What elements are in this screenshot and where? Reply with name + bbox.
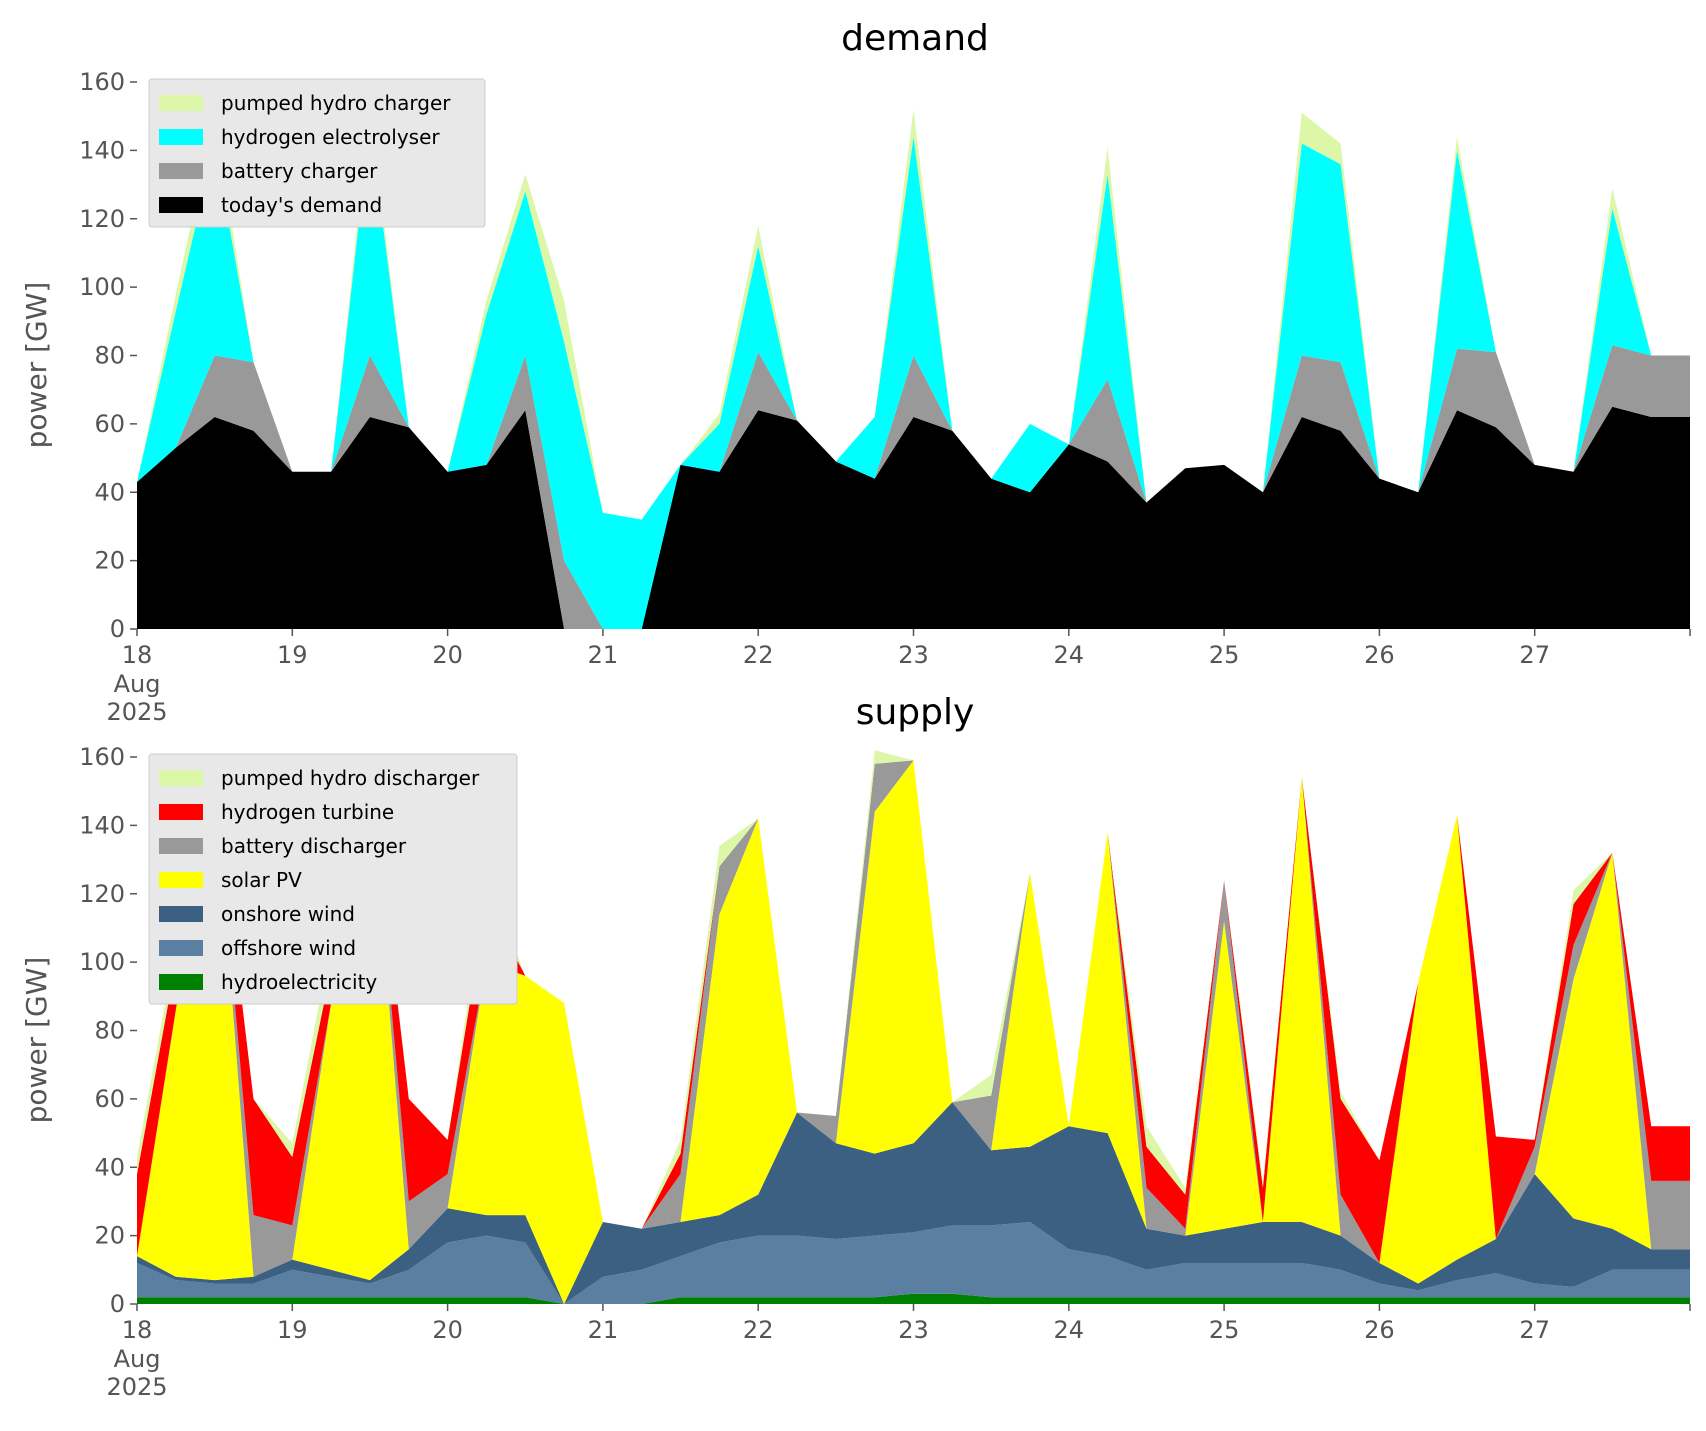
x-tick-label: 22: [743, 641, 774, 669]
legend-swatch: [159, 95, 203, 111]
x-tick-label: 25: [1209, 1316, 1240, 1344]
x-tick-year: 2025: [106, 1373, 167, 1401]
area-layer: [137, 750, 1690, 1304]
y-tick-label: 100: [79, 273, 125, 301]
x-tick-label: 21: [588, 1316, 619, 1344]
y-tick-label: 40: [94, 478, 125, 506]
x-tick-month: Aug: [114, 1345, 161, 1373]
x-tick-label: 19: [277, 1316, 308, 1344]
legend-entry: offshore wind: [221, 936, 356, 960]
x-tick-label: 26: [1364, 641, 1395, 669]
y-tick-label: 140: [79, 811, 125, 839]
x-tick-year: 2025: [106, 698, 167, 726]
x-tick-label: 24: [1054, 1316, 1085, 1344]
legend-entry: pumped hydro discharger: [221, 766, 480, 790]
area-offshore-wind: [137, 1222, 1690, 1304]
y-tick-label: 60: [94, 410, 125, 438]
x-tick-label: 21: [588, 641, 619, 669]
y-axis-label: power [GW]: [20, 282, 53, 449]
y-tick-label: 0: [110, 1290, 125, 1318]
x-tick-label: 22: [743, 1316, 774, 1344]
legend-swatch: [159, 197, 203, 213]
y-tick-label: 120: [79, 205, 125, 233]
x-tick-label: 18: [122, 641, 153, 669]
y-axis-label: power [GW]: [20, 957, 53, 1124]
legend: pumped hydro charger hydrogen electrolyse…: [148, 78, 486, 228]
y-tick-label: 20: [94, 1222, 125, 1250]
legend-swatch: [159, 129, 203, 145]
x-tick-label: 18: [122, 1316, 153, 1344]
x-tick-label: 23: [898, 1316, 929, 1344]
y-tick-label: 80: [94, 1017, 125, 1045]
legend-entry: today's demand: [221, 193, 382, 217]
area-today-s-demand: [137, 406, 1690, 629]
y-tick-label: 140: [79, 136, 125, 164]
legend-entry: hydrogen turbine: [221, 800, 394, 824]
legend-swatch: [159, 770, 203, 786]
y-tick-label: 20: [94, 547, 125, 575]
y-tick-label: 160: [79, 743, 125, 771]
legend-swatch: [159, 940, 203, 956]
legend-box: [148, 753, 518, 1005]
area-hydrogen-electrolyser: [137, 123, 1690, 629]
legend-swatch: [159, 838, 203, 854]
area-hydroelectricity: [137, 1293, 1690, 1304]
x-tick-label: 25: [1209, 641, 1240, 669]
x-tick-month: Aug: [114, 670, 161, 698]
legend-entry: battery discharger: [221, 834, 407, 858]
legend-swatch: [159, 906, 203, 922]
area-battery-charger: [137, 345, 1690, 629]
legend-swatch: [159, 872, 203, 888]
y-tick-label: 80: [94, 342, 125, 370]
chart-title: demand: [841, 18, 989, 59]
y-tick-label: 160: [79, 68, 125, 96]
legend-box: [148, 78, 486, 228]
area-hydrogen-turbine: [137, 760, 1690, 1263]
legend-swatch: [159, 804, 203, 820]
x-tick-label: 19: [277, 641, 308, 669]
legend-entry: hydroelectricity: [221, 970, 377, 994]
legend-swatch: [159, 163, 203, 179]
legend-entry: battery charger: [221, 159, 378, 183]
demand-chart: demand power [GW] 0 20 40 60 80 100 120 140 160 1…: [20, 18, 1691, 726]
x-tick-label: 20: [432, 1316, 463, 1344]
legend-entry: hydrogen electrolyser: [221, 125, 440, 149]
legend-swatch: [159, 974, 203, 990]
y-tick-label: 40: [94, 1153, 125, 1181]
supply-chart: supply power [GW] 0 20 40 60 80 100 120 140 160 1…: [20, 692, 1691, 1401]
y-tick-label: 60: [94, 1085, 125, 1113]
legend-entry: solar PV: [221, 868, 302, 892]
area-onshore-wind: [137, 1102, 1690, 1304]
area-solar-pv: [137, 760, 1690, 1304]
legend-entry: onshore wind: [221, 902, 355, 926]
x-tick-label: 27: [1519, 1316, 1550, 1344]
x-tick-label: 24: [1054, 641, 1085, 669]
x-tick-label: 26: [1364, 1316, 1395, 1344]
y-tick-label: 120: [79, 880, 125, 908]
y-tick-label: 0: [110, 615, 125, 643]
area-layer: [137, 105, 1690, 629]
x-tick-label: 20: [432, 641, 463, 669]
chart-title: supply: [856, 692, 975, 733]
legend-entry: pumped hydro charger: [221, 91, 451, 115]
x-tick-label: 23: [898, 641, 929, 669]
legend: pumped hydro discharger hydrogen turbine b…: [148, 753, 518, 1005]
x-tick-label: 27: [1519, 641, 1550, 669]
y-tick-label: 100: [79, 948, 125, 976]
